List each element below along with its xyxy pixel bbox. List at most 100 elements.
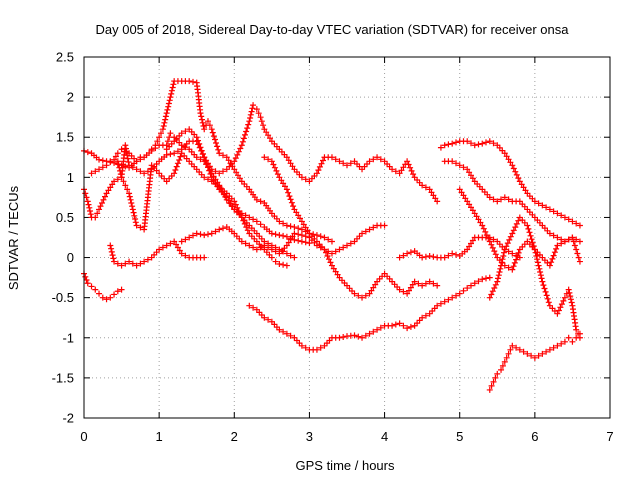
data-point-trail bbox=[232, 145, 244, 162]
data-point-trail bbox=[265, 244, 272, 251]
data-point-trail bbox=[239, 121, 252, 145]
data-point-trail bbox=[324, 337, 333, 347]
data-point-trail bbox=[563, 290, 570, 297]
data-point-trail bbox=[173, 132, 183, 142]
data-point bbox=[84, 280, 91, 287]
data-point-trail bbox=[240, 217, 251, 234]
data-point bbox=[524, 350, 531, 357]
data-point-trail bbox=[526, 209, 536, 218]
data-point bbox=[396, 286, 403, 293]
data-point-trail bbox=[347, 160, 354, 167]
data-point bbox=[434, 198, 441, 205]
data-point-trail bbox=[278, 177, 288, 190]
data-point bbox=[268, 246, 275, 253]
x-axis-label: GPS time / hours bbox=[296, 458, 395, 473]
data-point-trail bbox=[280, 261, 287, 268]
data-point-trail bbox=[519, 201, 528, 210]
data-point bbox=[268, 254, 275, 261]
data-point bbox=[486, 386, 493, 393]
data-point bbox=[99, 294, 106, 301]
data-point-trail bbox=[188, 161, 198, 170]
data-point bbox=[576, 238, 583, 245]
data-point-trail bbox=[398, 161, 409, 174]
data-point-trail bbox=[468, 140, 474, 147]
data-point bbox=[396, 254, 403, 261]
data-point bbox=[441, 298, 448, 305]
data-point bbox=[246, 214, 253, 221]
data-point bbox=[441, 142, 448, 149]
data-point bbox=[118, 146, 125, 153]
data-point-trail bbox=[212, 181, 219, 188]
data-point-trail bbox=[347, 240, 354, 247]
x-tick-label: 3 bbox=[306, 429, 313, 444]
data-point-trail bbox=[354, 233, 363, 242]
data-point-trail bbox=[159, 244, 166, 251]
data-point bbox=[321, 246, 328, 253]
data-point bbox=[539, 202, 546, 209]
data-point-trail bbox=[490, 236, 497, 243]
data-point-trail bbox=[400, 288, 407, 295]
data-point-trail bbox=[195, 137, 206, 157]
data-point-trail bbox=[535, 352, 542, 359]
data-point-trail bbox=[108, 245, 117, 262]
data-point bbox=[366, 158, 373, 165]
data-point-trail bbox=[332, 248, 339, 255]
y-tick-label: 2 bbox=[67, 90, 74, 105]
data-point bbox=[253, 218, 260, 225]
data-point bbox=[201, 126, 208, 133]
data-point bbox=[464, 138, 471, 145]
data-point bbox=[96, 156, 103, 163]
data-point-trail bbox=[248, 189, 258, 201]
data-point-trail bbox=[407, 249, 414, 256]
data-point-trail bbox=[263, 226, 273, 235]
data-point-trail bbox=[543, 204, 550, 211]
data-point bbox=[231, 158, 238, 165]
data-point-trail bbox=[194, 83, 204, 113]
series-arc13 bbox=[437, 138, 583, 229]
data-point bbox=[490, 378, 497, 385]
data-point bbox=[283, 186, 290, 193]
data-point-trail bbox=[151, 249, 160, 258]
data-point-trail bbox=[574, 250, 582, 261]
y-axis-label: SDTVAR / TECUs bbox=[6, 185, 21, 290]
x-tick-label: 6 bbox=[531, 429, 538, 444]
data-point-trail bbox=[507, 346, 514, 353]
data-point bbox=[546, 262, 553, 269]
data-point bbox=[554, 234, 561, 241]
data-point-trail bbox=[293, 169, 303, 178]
data-point-trail bbox=[496, 144, 506, 154]
data-point-trail bbox=[483, 139, 489, 146]
data-point-trail bbox=[270, 161, 281, 178]
data-point bbox=[152, 142, 159, 149]
data-point-trail bbox=[355, 333, 362, 340]
data-point-trail bbox=[105, 181, 116, 194]
data-point-trail bbox=[160, 113, 169, 129]
data-point bbox=[359, 294, 366, 301]
data-series bbox=[81, 78, 583, 393]
data-point bbox=[419, 282, 426, 289]
data-point bbox=[261, 154, 268, 161]
data-point bbox=[283, 222, 290, 229]
data-point-trail bbox=[458, 189, 469, 202]
data-point bbox=[561, 338, 568, 345]
data-point-trail bbox=[437, 300, 444, 307]
data-point bbox=[208, 166, 215, 173]
data-point bbox=[261, 314, 268, 321]
data-point bbox=[471, 142, 478, 149]
data-point bbox=[238, 142, 245, 149]
data-point bbox=[554, 242, 561, 249]
data-point bbox=[479, 222, 486, 229]
data-point bbox=[111, 258, 118, 265]
data-point bbox=[268, 230, 275, 237]
data-point bbox=[186, 234, 193, 241]
data-point-trail bbox=[368, 281, 379, 294]
data-point bbox=[404, 325, 411, 332]
data-point bbox=[426, 252, 433, 259]
data-point bbox=[111, 291, 118, 298]
data-point-trail bbox=[392, 168, 399, 175]
data-point-trail bbox=[315, 157, 326, 174]
data-point-trail bbox=[250, 216, 257, 223]
data-point-trail bbox=[503, 233, 514, 250]
data-point-trail bbox=[503, 153, 514, 166]
data-point bbox=[283, 154, 290, 161]
